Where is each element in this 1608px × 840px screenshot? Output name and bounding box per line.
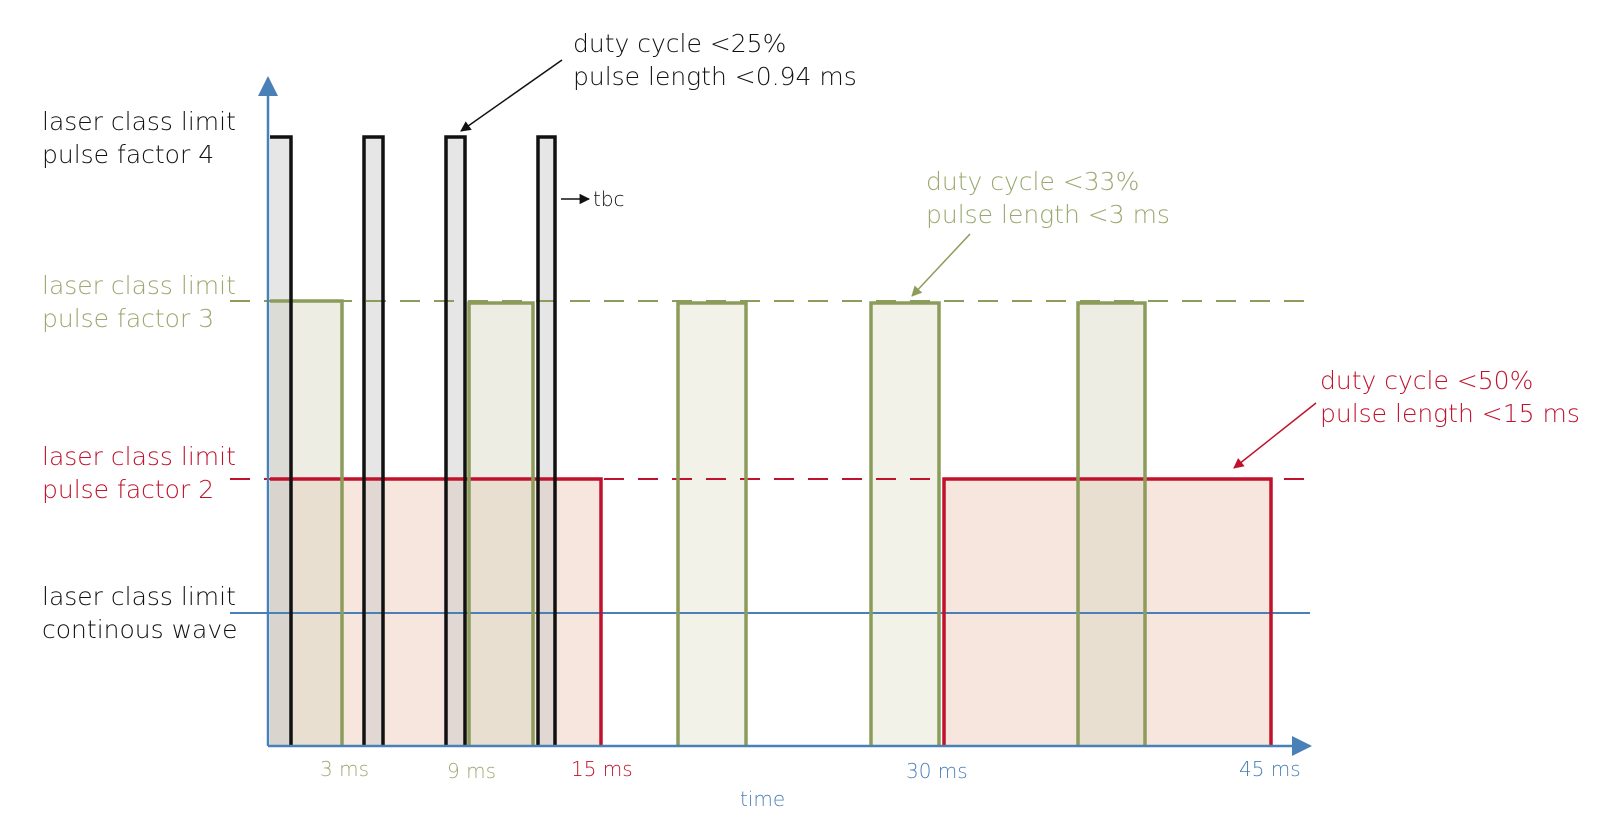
factor2-label-line1: laser class limit	[42, 442, 236, 471]
green-annotation-arrow	[911, 233, 971, 297]
black-pulse-fill-4	[538, 137, 555, 746]
factor3-label-line1: laser class limit	[42, 271, 236, 300]
green-pulse-fill-1	[270, 301, 342, 746]
black-pulse-fill-3	[446, 137, 465, 746]
black-annotation-line2: pulse length <0.94 ms	[573, 62, 857, 91]
black-pulse-2	[362, 135, 385, 746]
black-pulse-4	[536, 135, 557, 746]
black-pulses	[270, 135, 557, 746]
green-pulse-2	[467, 301, 535, 746]
red-annotation-line2: pulse length <15 ms	[1320, 399, 1580, 428]
red-pulse-2	[942, 477, 1273, 746]
factor4-label-line1: laser class limit	[42, 107, 236, 136]
tick-label-30ms: 30 ms	[906, 759, 968, 783]
tick-label-45ms: 45 ms	[1239, 757, 1301, 781]
black-pulse-fill-2	[364, 137, 383, 746]
factor3-label-line2: pulse factor 3	[42, 304, 214, 333]
cw-label-line2: continous wave	[42, 615, 238, 644]
tbc-label: tbc	[593, 187, 625, 211]
x-axis-label: time	[740, 787, 785, 811]
black-annotation-arrow	[460, 59, 563, 132]
green-pulse-1	[270, 299, 344, 746]
black-pulse-fill-1	[270, 137, 291, 746]
factor4-label-line2: pulse factor 4	[42, 140, 214, 169]
red-pulse-1	[270, 477, 603, 746]
green-annotation-line2: pulse length <3 ms	[926, 200, 1170, 229]
red-pulses	[270, 477, 1273, 746]
black-pulse-1	[270, 135, 293, 746]
green-pulse-3	[676, 301, 748, 746]
tick-label-3ms: 3 ms	[320, 757, 369, 781]
tick-label-15ms: 15 ms	[571, 757, 633, 781]
red-annotation-arrow	[1233, 402, 1317, 469]
green-pulse-fill-5	[1078, 303, 1145, 746]
factor2-label-line2: pulse factor 2	[42, 475, 214, 504]
green-pulse-fill-2	[469, 303, 533, 746]
red-annotation-line1: duty cycle <50%	[1320, 366, 1533, 395]
green-annotation-line1: duty cycle <33%	[926, 167, 1139, 196]
green-pulses	[270, 299, 1147, 746]
green-pulse-fill-3	[678, 303, 746, 746]
green-pulse-5	[1076, 301, 1147, 746]
green-pulse-fill-4	[871, 303, 939, 746]
green-pulse-4	[869, 301, 941, 746]
cw-label-line1: laser class limit	[42, 582, 236, 611]
tick-label-9ms: 9 ms	[447, 759, 496, 783]
black-annotation-line1: duty cycle <25%	[573, 29, 786, 58]
black-pulse-3	[444, 135, 467, 746]
